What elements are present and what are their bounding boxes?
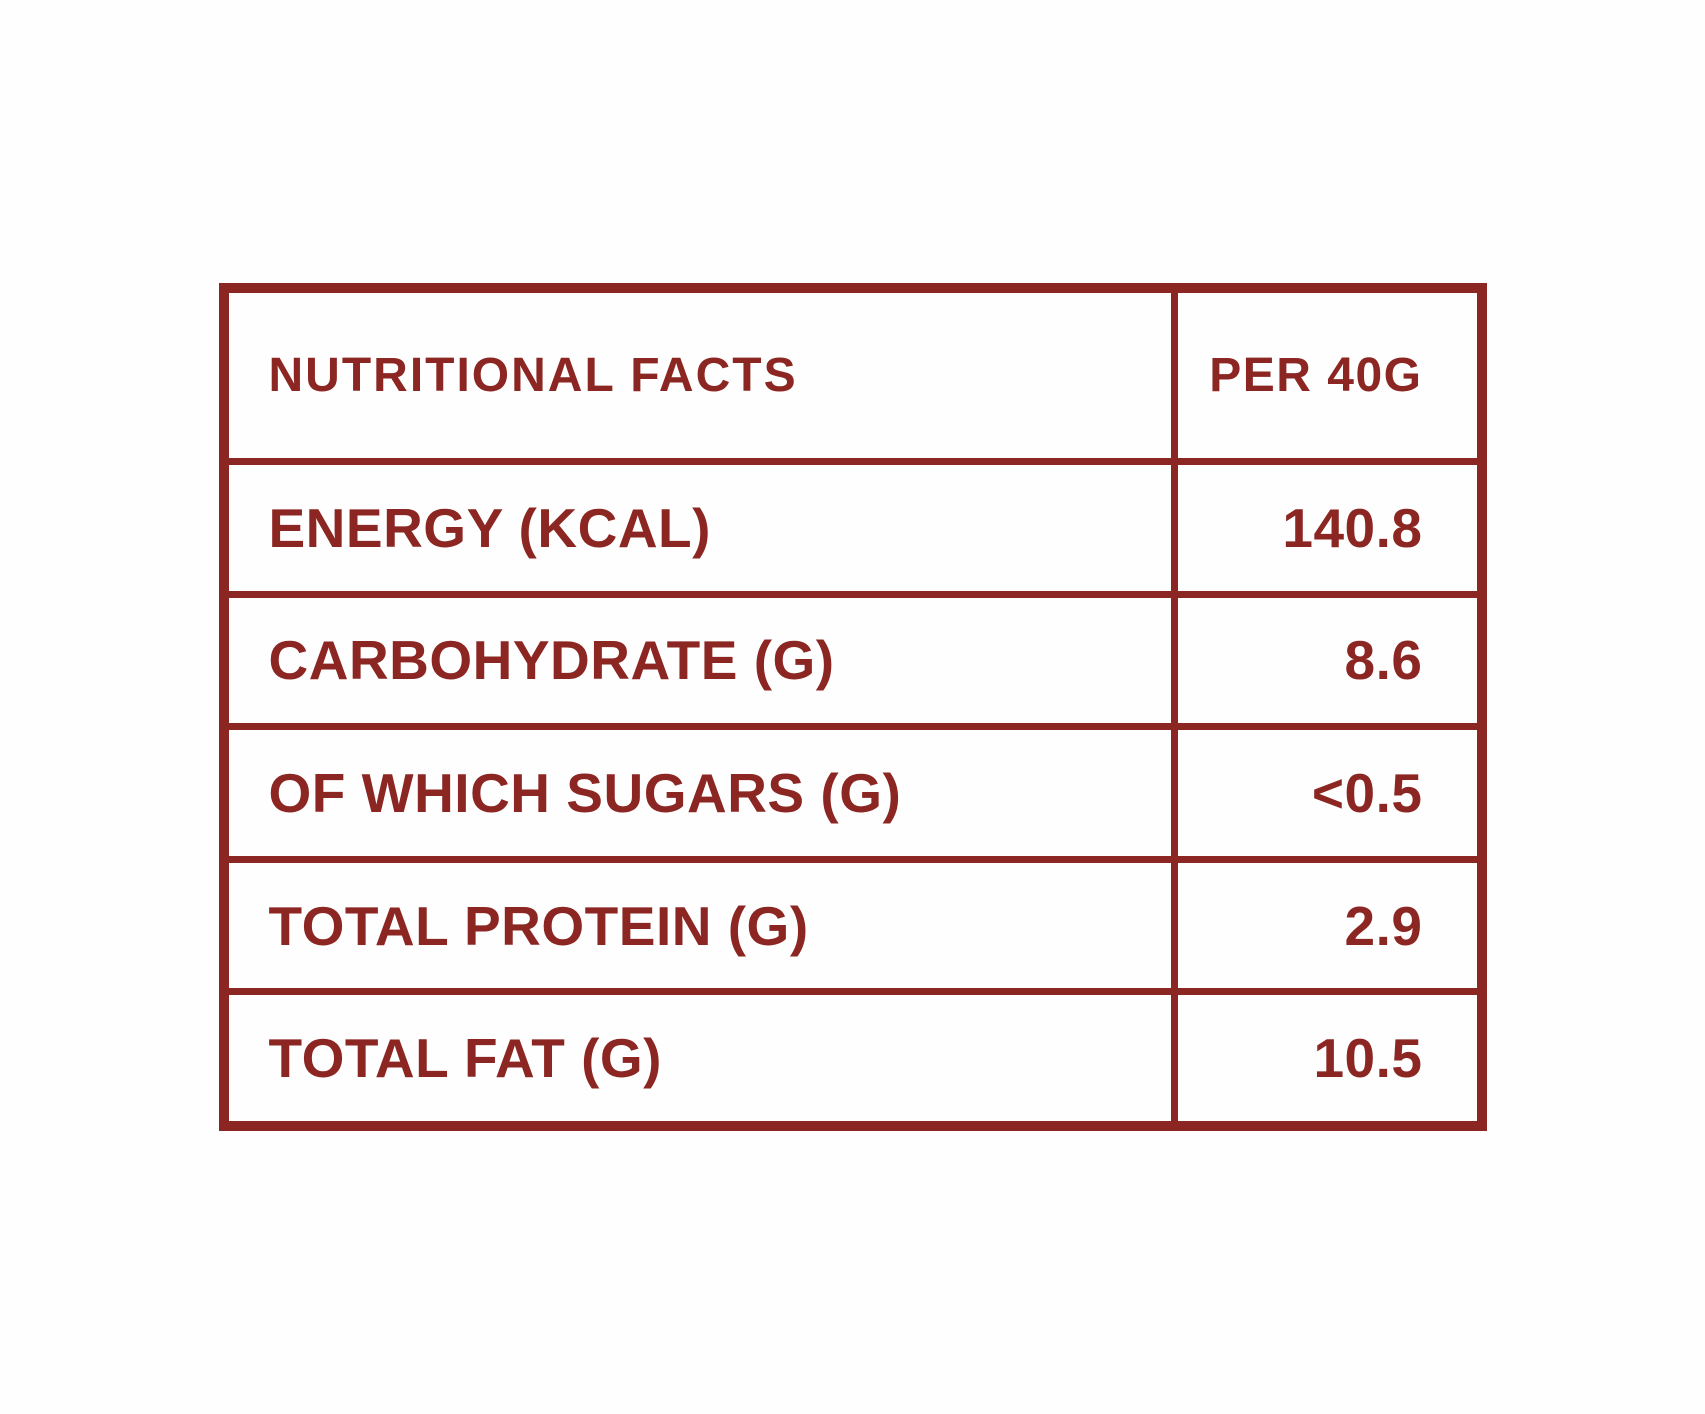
- table-row-protein: TOTAL PROTEIN (G) 2.9: [228, 855, 1477, 989]
- row-label: OF WHICH SUGARS (G): [229, 730, 1178, 856]
- row-value: 2.9: [1344, 894, 1423, 957]
- row-value: 140.8: [1282, 496, 1423, 559]
- table-row-sugars: OF WHICH SUGARS (G) <0.5: [228, 723, 1477, 856]
- table-row-fat: TOTAL FAT (G) 10.5: [228, 988, 1477, 1121]
- row-label: CARBOHYDRATE (G): [229, 597, 1178, 724]
- table-row-carbohydrate: CARBOHYDRATE (G) 8.6: [228, 590, 1477, 724]
- table-row-energy: ENERGY (KCAL) 140.8: [228, 458, 1477, 591]
- row-value: <0.5: [1311, 761, 1423, 824]
- row-value: 10.5: [1313, 1027, 1423, 1090]
- table-header-title: NUTRITIONAL FACTS: [229, 293, 1178, 458]
- row-label: TOTAL FAT (G): [229, 995, 1178, 1121]
- row-value: 8.6: [1344, 629, 1423, 692]
- table-header-serving: PER 40G: [1209, 349, 1423, 402]
- row-label: TOTAL PROTEIN (G): [229, 862, 1178, 989]
- nutrition-facts-table: NUTRITIONAL FACTS PER 40G ENERGY (KCAL) …: [218, 283, 1487, 1131]
- row-label: ENERGY (KCAL): [229, 465, 1178, 591]
- table-header-row: NUTRITIONAL FACTS PER 40G: [229, 293, 1477, 458]
